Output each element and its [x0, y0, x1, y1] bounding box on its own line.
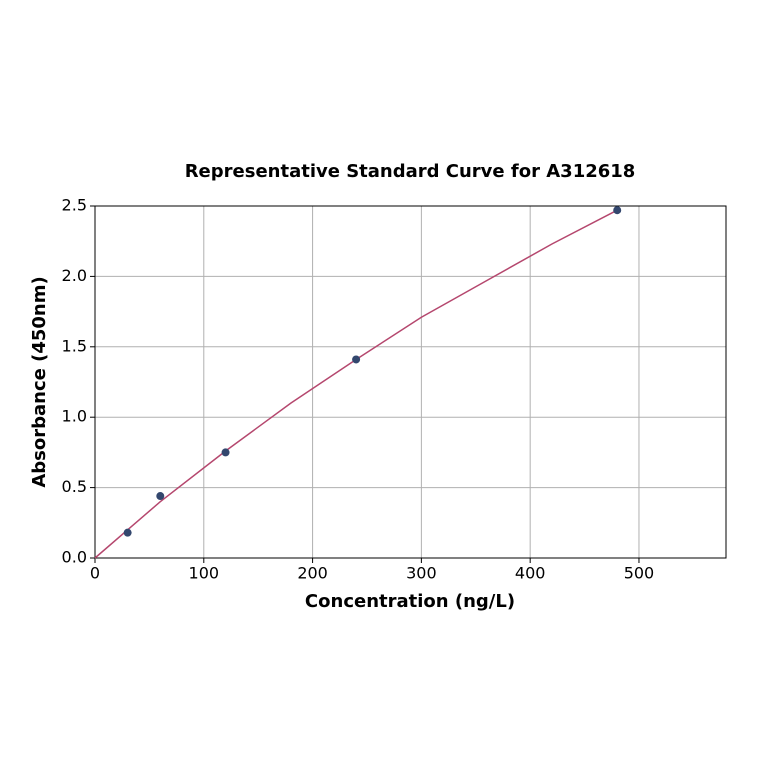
y-axis-label: Absorbance (450nm): [29, 276, 50, 487]
x-tick-label: 300: [406, 564, 437, 583]
data-point: [352, 355, 361, 364]
y-tick-label: 2.0: [62, 266, 87, 285]
x-tick-label: 400: [515, 564, 546, 583]
x-tick-label: 100: [189, 564, 220, 583]
data-point: [156, 492, 165, 501]
y-tick-label: 0.0: [62, 548, 87, 567]
plot-frame: [94, 205, 727, 559]
y-tick-label: 1.5: [62, 336, 87, 355]
fit-curve: [94, 209, 618, 559]
data-point: [123, 528, 132, 537]
x-axis-label: Concentration (ng/L): [305, 591, 515, 612]
y-tick-label: 2.5: [62, 196, 87, 215]
chart-title: Representative Standard Curve for A31261…: [185, 161, 636, 182]
data-point: [613, 206, 622, 215]
data-point: [221, 448, 230, 457]
x-tick-label: 200: [297, 564, 328, 583]
x-tick-label: 500: [624, 564, 655, 583]
y-tick-label: 1.0: [62, 407, 87, 426]
x-tick-label: 0: [90, 564, 100, 583]
y-tick-label: 0.5: [62, 477, 87, 496]
